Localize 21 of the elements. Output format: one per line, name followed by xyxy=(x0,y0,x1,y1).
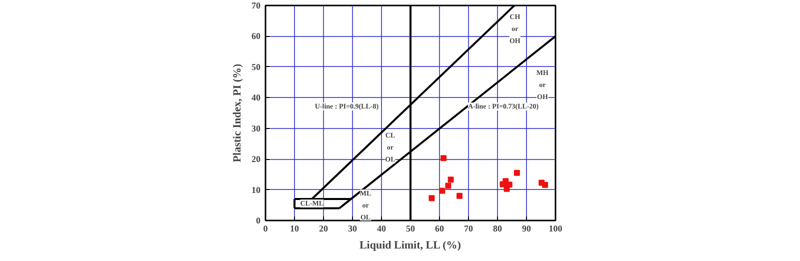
y-tick-label: 40 xyxy=(252,92,261,103)
x-tick-label: 20 xyxy=(319,224,328,234)
x-tick-label: 100 xyxy=(548,224,563,234)
x-tick-label: 90 xyxy=(522,224,532,234)
x-tick-label: 30 xyxy=(348,224,358,234)
x-tick-label: 60 xyxy=(435,224,444,234)
x-tick-label: 0 xyxy=(263,224,268,234)
y-tick-label: 10 xyxy=(252,184,261,195)
x-axis-title: Liquid Limit, LL (%) xyxy=(359,240,462,252)
x-tick-label: 50 xyxy=(406,224,416,234)
y-tick-label: 30 xyxy=(252,123,261,134)
y-tick-label: 60 xyxy=(252,31,261,42)
y-tick-label: 70 xyxy=(252,0,261,10)
x-tick-label: 40 xyxy=(377,224,386,234)
x-tick-label: 80 xyxy=(493,224,502,234)
y-axis-title: Plastic Index, PI (%) xyxy=(232,63,244,162)
x-tick-label: 10 xyxy=(290,224,300,234)
y-tick-label: 20 xyxy=(252,154,261,164)
y-tick-label: 0 xyxy=(256,216,261,226)
y-tick-label: 50 xyxy=(252,62,261,72)
x-tick-label: 70 xyxy=(464,224,474,234)
